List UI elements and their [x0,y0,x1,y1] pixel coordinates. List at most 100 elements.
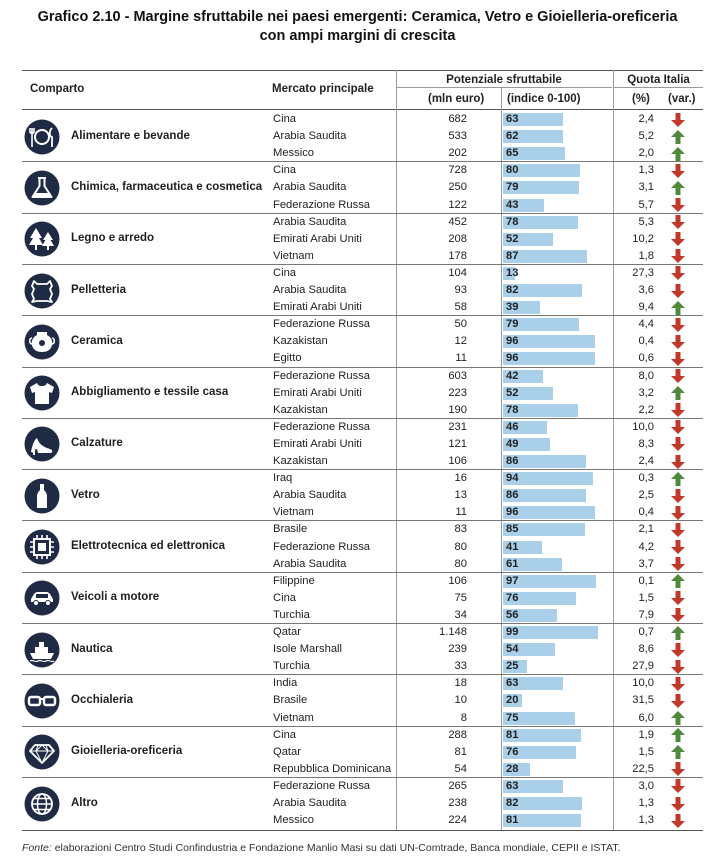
share-value: 1,9 [638,728,654,741]
index-label: 65 [506,147,519,160]
index-bar [503,557,562,571]
index-label: 20 [506,694,519,707]
index-label: 46 [506,420,519,433]
index-label: 97 [506,574,519,587]
share-value: 27,9 [632,660,654,673]
index-bar [503,113,564,126]
sector-separator [22,674,703,676]
mln-value: 58 [454,301,467,314]
mln-value: 682 [448,113,467,125]
mln-value: 81 [454,745,467,758]
index-label: 54 [506,643,519,656]
market-name: Federazione Russa [273,779,371,792]
source-text: elaborazioni Centro Studi Confindustria … [51,842,621,854]
arrow-down-icon [671,608,685,623]
index-label: 86 [506,489,519,502]
trees-icon [24,221,60,257]
mln-value: 80 [454,557,467,570]
divider-left [396,70,397,830]
market-name: Federazione Russa [273,420,371,433]
sector-separator [22,263,703,265]
share-value: 8,0 [638,369,654,382]
mln-value: 11 [455,506,467,519]
index-label: 43 [506,198,519,211]
share-value: 27,3 [632,266,654,279]
index-label: 49 [506,437,519,450]
sector-separator [22,725,703,727]
mln-value: 238 [448,797,467,809]
market-name: Arabia Saudita [273,181,347,194]
mln-value: 121 [448,437,467,450]
glasses-icon [24,683,60,719]
mln-value: 190 [448,403,467,416]
col-comparto: Comparto [30,83,85,95]
share-value: 9,4 [638,301,654,314]
mln-value: 54 [454,762,467,775]
cutlery-icon [24,119,60,155]
arrow-down-icon [671,334,685,349]
chart-title: Grafico 2.10 - Margine sfruttabile nei p… [0,8,715,46]
arrow-down-icon [671,437,685,452]
index-label: 85 [506,523,519,536]
index-bar [503,591,576,605]
share-value: 0,4 [638,335,654,348]
share-value: 8,3 [638,437,654,450]
sector-name: Occhialeria [71,693,134,706]
mln-value: 452 [448,215,467,228]
market-name: Vietnam [273,711,314,724]
index-bar [503,540,543,554]
arrow-down-icon [671,317,685,332]
index-bar [503,147,566,161]
mln-value: 12 [454,335,467,348]
mln-value: 11 [455,352,467,365]
sector-name: Chimica, farmaceutica e cosmetica [71,180,263,193]
index-bar [503,745,576,759]
arrow-down-icon [671,283,685,298]
arrow-down-icon [671,249,685,264]
sector-name: Elettrotecnica ed elettronica [71,540,226,553]
mln-value: 728 [448,164,467,177]
index-label: 76 [506,591,519,604]
share-value: 3,7 [638,557,654,570]
sector-separator [22,520,703,522]
index-bar [503,249,587,263]
market-name: Brasile [273,694,308,707]
header-top-rule [22,70,703,71]
index-bar [503,694,523,708]
sector-separator [22,776,703,778]
mln-value: 223 [448,386,467,399]
arrow-down-icon [671,762,685,777]
share-value: 10,0 [632,420,654,433]
index-label: 63 [506,779,519,792]
market-name: Repubblica Dominicana [273,762,392,775]
sector-separator [22,469,703,471]
index-label: 76 [506,745,519,758]
arrow-down-icon [671,796,685,811]
arrow-up-icon [671,129,685,144]
market-name: Turchia [273,608,310,621]
index-bar [503,301,541,315]
sector-separator [22,366,703,368]
sector-name: Abbigliamento e tessile casa [71,386,229,399]
share-value: 1,5 [638,745,654,758]
share-value: 4,2 [638,540,654,553]
index-bar [503,728,581,742]
arrow-down-icon [671,522,685,537]
index-label: 41 [506,540,519,553]
arrow-down-icon [671,779,685,794]
bottle-icon [24,478,60,514]
index-label: 99 [506,626,519,638]
mln-value: 80 [454,540,467,553]
share-value: 1,5 [638,591,654,604]
market-name: Vietnam [273,506,314,519]
sector-separator [22,212,703,214]
arrow-down-icon [671,676,685,691]
index-bar [503,232,553,246]
index-bar [503,198,545,212]
share-value: 2,0 [638,147,654,160]
index-bar [503,130,563,144]
mln-value: 533 [448,130,467,143]
index-label: 82 [506,284,519,296]
share-value: 2,4 [638,455,654,467]
table-bottom-rule [22,830,703,832]
